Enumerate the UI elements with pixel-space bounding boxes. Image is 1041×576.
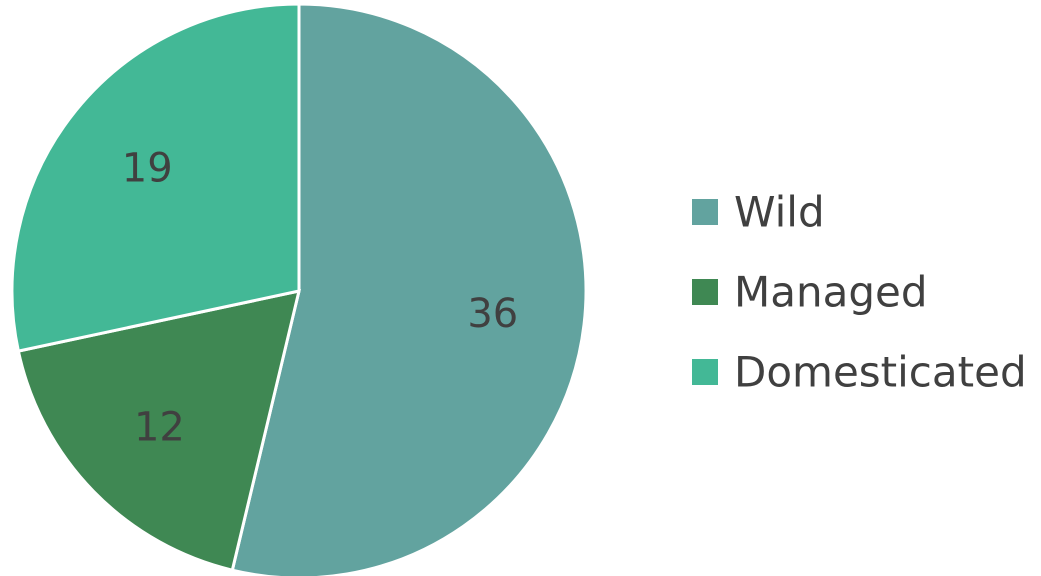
data-label-wild: 36 <box>467 291 518 337</box>
chart-legend: Wild Managed Domesticated <box>692 188 1027 397</box>
legend-label-wild: Wild <box>734 188 825 237</box>
legend-label-managed: Managed <box>734 268 928 317</box>
pie-slice-managed <box>16 289 302 572</box>
pie-slice-domesticated <box>10 2 301 353</box>
pie-data-labels: 36 12 19 <box>122 145 518 450</box>
pie-slice-wild <box>230 2 588 576</box>
legend-swatch-domesticated <box>692 359 718 385</box>
data-label-managed: 12 <box>134 404 185 450</box>
pie-slices <box>10 2 588 576</box>
legend-swatch-wild <box>692 199 718 225</box>
legend-swatch-managed <box>692 279 718 305</box>
legend-label-domesticated: Domesticated <box>734 348 1027 397</box>
data-label-domesticated: 19 <box>122 145 173 191</box>
